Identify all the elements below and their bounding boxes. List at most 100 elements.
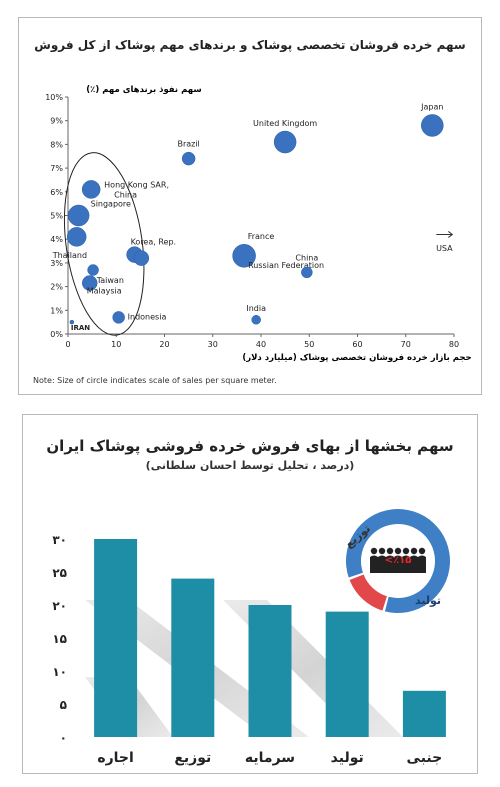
- bar-plot-area: ۰ ۵ ۱۰ ۱۵ ۲۰ ۲۵ ۳۰ اجاره توزیع سرمایه تولید جنبی: [52, 533, 446, 766]
- bar: [325, 611, 369, 737]
- person-head: [386, 547, 394, 555]
- usa-arrow-head: [448, 231, 454, 238]
- person-body: [410, 555, 418, 573]
- x-tick-label: 20: [159, 340, 169, 349]
- bar-chart-panel: سهم بخشها از بهای فروش خرده فروشی پوشاک …: [22, 414, 478, 774]
- scatter-x-axis-label: حجم بازار خرده فروشان تخصصی پوشاک (میلیا…: [242, 353, 471, 363]
- y-tick-label: ۰: [60, 731, 67, 745]
- highlight-ellipse: [63, 152, 145, 336]
- bar-chart-subtitle: (درصد ، تحلیل توسط احسان سلطانی): [145, 459, 355, 472]
- category-label: جنبی: [407, 750, 443, 766]
- x-tick-label: 70: [401, 340, 411, 349]
- person-head: [402, 547, 410, 555]
- x-tick-label: 0: [65, 340, 70, 349]
- y-tick-label: 10%: [45, 93, 63, 102]
- point-label: United Kingdom: [253, 119, 317, 128]
- person-body: [386, 555, 394, 573]
- y-tick-label: ۱۰: [52, 665, 67, 679]
- point-label: Singapore: [91, 200, 131, 209]
- category-label: سرمایه: [245, 750, 295, 766]
- category-label: تولید: [331, 750, 364, 766]
- y-tick-label: 5%: [50, 212, 63, 221]
- scatter-point: [133, 250, 150, 266]
- scatter-point: [301, 266, 313, 279]
- point-label: Indonesia: [128, 312, 167, 321]
- scatter-note: Note: Size of circle indicates scale of …: [33, 376, 277, 385]
- person-body: [370, 555, 378, 573]
- y-tick-label: 2%: [50, 283, 63, 292]
- bar-chart-title: سهم بخشها از بهای فروش خرده فروشی پوشاک …: [46, 437, 454, 455]
- point-label: Thailand: [52, 251, 87, 260]
- person-body: [394, 555, 402, 573]
- donut-center-label: ٪۱۵>: [385, 555, 412, 566]
- x-tick-label: 30: [208, 340, 218, 349]
- crowd-icon: [370, 547, 426, 573]
- point-label: Japan: [420, 102, 443, 111]
- y-tick-label: ۲۵: [52, 566, 67, 580]
- y-tick-label: ۲۰: [52, 599, 67, 613]
- scatter-y-axis-label: سهم نفوذ برندهای مهم (٪): [86, 85, 201, 95]
- scatter-chart-title: سهم خرده فروشان تخصصی پوشاک و برندهای مه…: [34, 38, 466, 52]
- x-tick-label: 50: [304, 340, 314, 349]
- point-label: Hong Kong SAR, China: [104, 180, 169, 199]
- scatter-point: [81, 275, 98, 291]
- person-head: [418, 547, 426, 555]
- extra-label: Malaysia: [87, 287, 122, 296]
- x-tick-label: 10: [111, 340, 121, 349]
- extra-label: USA: [436, 244, 453, 253]
- y-tick-label: ۵: [60, 698, 67, 712]
- y-tick-label: 7%: [50, 164, 63, 173]
- bar: [94, 539, 138, 737]
- scatter-plot-area: 0% 1% 2% 3% 4% 5% 6% 7% 8% 9% 10% 0 10 20 30 40 50 60 70 80…: [45, 93, 459, 349]
- scatter-point: [251, 315, 261, 325]
- point-label: Russian Federation: [248, 261, 324, 270]
- point-label: Brazil: [177, 140, 199, 149]
- y-tick-label: 4%: [50, 235, 63, 244]
- y-tick-label: 8%: [50, 140, 63, 149]
- scatter-point: [69, 319, 75, 325]
- point-label: Korea, Rep.: [131, 238, 177, 247]
- extra-label: France: [248, 232, 275, 241]
- y-tick-label: 9%: [50, 117, 63, 126]
- person-body: [418, 555, 426, 573]
- scatter-point: [67, 204, 90, 227]
- bar: [402, 690, 446, 737]
- point-label: IRAN: [71, 324, 90, 332]
- y-tick-label: 0%: [50, 330, 63, 339]
- person-head: [410, 547, 418, 555]
- person-head: [378, 547, 386, 555]
- bar-chart: ۰ ۵ ۱۰ ۱۵ ۲۰ ۲۵ ۳۰ اجاره توزیع سرمایه تولید جنبی تو…: [52, 509, 450, 766]
- scatter-point: [112, 311, 125, 324]
- y-tick-label: ۳۰: [52, 533, 67, 547]
- y-tick-label: 1%: [50, 306, 63, 315]
- scatter-point: [181, 151, 196, 166]
- person-head: [370, 547, 378, 555]
- x-tick-label: 40: [256, 340, 266, 349]
- person-body: [402, 555, 410, 573]
- point-label: India: [246, 304, 266, 313]
- scatter-point: [421, 114, 444, 137]
- scatter-point: [273, 130, 297, 154]
- bar: [171, 578, 215, 737]
- person-body: [378, 555, 386, 573]
- x-tick-label: 80: [449, 340, 459, 349]
- scatter-point: [232, 244, 256, 268]
- scatter-chart-panel: سهم خرده فروشان تخصصی پوشاک و برندهای مه…: [18, 17, 482, 395]
- donut-slice: [349, 574, 387, 611]
- donut-label: تولید: [415, 594, 441, 607]
- point-label: Taiwan: [96, 276, 124, 285]
- scatter-point: [87, 264, 99, 276]
- point-label: China: [295, 253, 318, 262]
- x-tick-label: 60: [352, 340, 362, 349]
- category-label: توزیع: [174, 750, 211, 766]
- scatter-point: [81, 180, 101, 199]
- y-tick-label: 6%: [50, 188, 63, 197]
- scatter-point: [66, 227, 87, 247]
- category-label: اجاره: [97, 750, 133, 766]
- scatter-chart: سهم نفوذ برندهای مهم (٪) حجم بازار خرده …: [45, 85, 471, 363]
- bar: [248, 605, 292, 737]
- donut-inset: [346, 509, 450, 613]
- person-head: [394, 547, 402, 555]
- y-tick-label: ۱۵: [52, 632, 67, 646]
- y-tick-label: 3%: [50, 259, 63, 268]
